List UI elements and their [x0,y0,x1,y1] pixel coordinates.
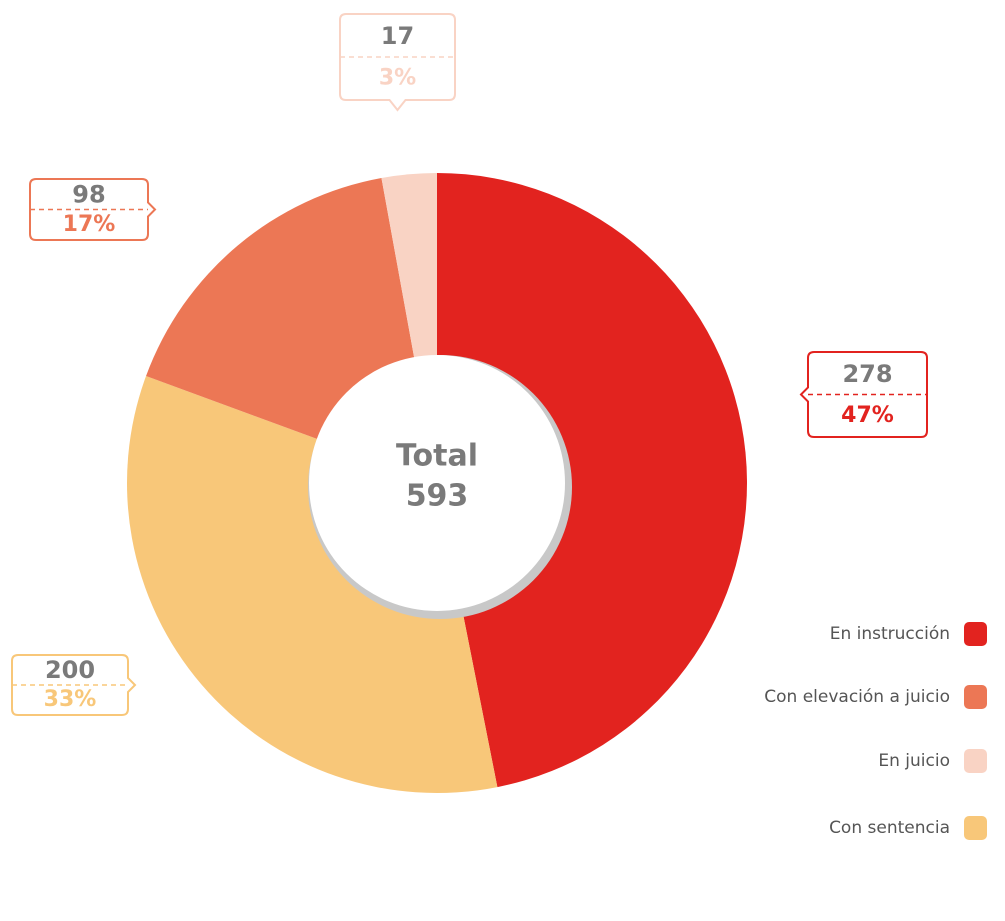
label-box [11,654,137,716]
legend-swatch [964,622,987,646]
legend-label: Con sentencia [829,818,950,838]
legend-label: Con elevación a juicio [764,687,950,707]
center-total: 593 [406,479,469,514]
value-label: 98 [72,180,105,208]
percent-label: 17% [63,212,116,237]
legend-swatch [964,816,987,840]
legend-swatch [964,749,987,773]
value-label: 17 [381,22,414,50]
legend-label: En juicio [878,751,950,771]
value-label: 200 [45,656,95,684]
percent-label: 3% [379,66,416,91]
legend-swatch [964,685,987,709]
percent-label: 33% [44,687,97,712]
value-label: 278 [842,360,892,388]
label-box [29,178,157,241]
percent-label: 47% [841,403,894,428]
donut-slice [437,173,747,788]
center-hole [309,355,565,611]
label-box [339,13,456,112]
center-label: Total [396,439,478,474]
legend-label: En instrucción [830,624,950,644]
